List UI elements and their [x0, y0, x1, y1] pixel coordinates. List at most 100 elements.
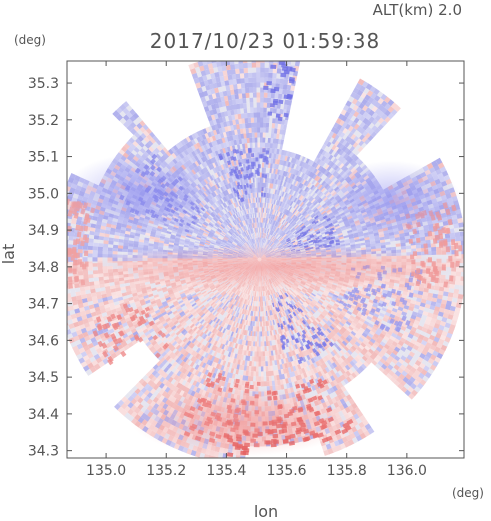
radar-cell [278, 223, 282, 228]
radar-cell [249, 208, 252, 214]
radar-cell [222, 238, 228, 242]
radar-cell [224, 234, 230, 239]
radar-cell [238, 307, 242, 313]
radar-cell [261, 311, 263, 317]
radar-cell [259, 217, 261, 223]
radar-cell [223, 236, 229, 240]
radar-cell [243, 293, 247, 299]
radar-cell [256, 306, 259, 312]
radar-cell [295, 234, 300, 239]
radar-cell [301, 218, 307, 223]
radar-cell [253, 222, 256, 228]
radar-cell [285, 210, 290, 216]
radar-cell [269, 224, 273, 230]
radar-cell [224, 227, 229, 232]
radar-cell [263, 227, 266, 233]
radar-cell [307, 288, 313, 293]
radar-cell [263, 238, 266, 244]
radar-cell [291, 208, 296, 214]
radar-cell [269, 241, 273, 246]
radar-cell [268, 240, 272, 246]
radar-cell [249, 223, 252, 229]
radar-cell [248, 240, 252, 245]
radar-cell [249, 228, 252, 234]
radar-cell [278, 290, 282, 296]
radar-cell [216, 238, 222, 243]
radar-cell [289, 226, 294, 231]
radar-cell [205, 288, 211, 293]
radar-cell [274, 298, 278, 304]
radar-cell [283, 293, 288, 299]
radar-cell [252, 228, 255, 234]
radar-cell [239, 211, 243, 217]
radar-cell [247, 218, 250, 224]
radar-cell [246, 219, 250, 225]
radar-cell [204, 295, 210, 300]
radar-cell [290, 294, 295, 299]
radar-cell [232, 288, 237, 293]
radar-cell [223, 237, 229, 241]
radar-cell [273, 232, 277, 237]
radar-cell [284, 204, 289, 210]
radar-cell [260, 316, 262, 322]
radar-cell [280, 231, 285, 236]
radar-cell [278, 312, 282, 318]
radar-cell [274, 240, 279, 245]
radar-cell [314, 242, 320, 246]
radar-cell [230, 203, 235, 209]
radar-cell [242, 287, 246, 293]
radar-cell [244, 288, 247, 294]
radar-cell [222, 305, 227, 310]
radar-cell [200, 239, 206, 243]
radar-cell [281, 240, 286, 245]
radar-cell [257, 336, 260, 342]
radar-cell [265, 233, 268, 239]
radar-cell [251, 218, 254, 224]
radar-cell [222, 208, 227, 214]
radar-cell [246, 224, 250, 230]
radar-cell [241, 308, 245, 315]
radar-cell [267, 239, 270, 245]
radar-cell [290, 228, 296, 233]
radar-cell [269, 229, 272, 235]
radar-cell [234, 300, 239, 306]
radar-cell [264, 222, 267, 228]
radar-cell [266, 290, 269, 296]
radar-cell [275, 240, 280, 245]
radar-cell [230, 228, 235, 233]
radar-cell [229, 291, 234, 297]
radar-cell [276, 205, 280, 211]
radar-cell [285, 298, 290, 303]
radar-cell [219, 309, 224, 314]
radar-cell [282, 208, 287, 214]
radar-cell [237, 235, 242, 241]
radar-cell [214, 298, 219, 303]
radar-cell [261, 207, 264, 213]
radar-cell [272, 237, 277, 243]
radar-cell [255, 291, 257, 297]
radar-cell [260, 217, 262, 223]
radar-cell [261, 237, 262, 243]
radar-cell [275, 233, 279, 238]
radar-cell [298, 221, 303, 226]
radar-cell [272, 237, 276, 242]
radar-cell [255, 311, 257, 317]
radar-cell [215, 241, 221, 245]
radar-cell [243, 299, 247, 305]
radar-cell [244, 214, 247, 220]
radar-cell [279, 206, 283, 213]
radar-cell [300, 290, 306, 295]
radar-cell [245, 309, 248, 316]
radar-cell [287, 231, 292, 236]
radar-cell [273, 231, 277, 237]
radar-cell [254, 306, 257, 312]
radar-cell [200, 288, 206, 293]
radar-cell [286, 291, 291, 296]
radar-cell [308, 241, 315, 245]
radar-cell [246, 229, 250, 235]
radar-cell [199, 242, 205, 246]
radar-cell [250, 223, 253, 229]
radar-cell [249, 239, 252, 245]
radar-cell [288, 296, 292, 301]
radar-cell [265, 238, 268, 244]
